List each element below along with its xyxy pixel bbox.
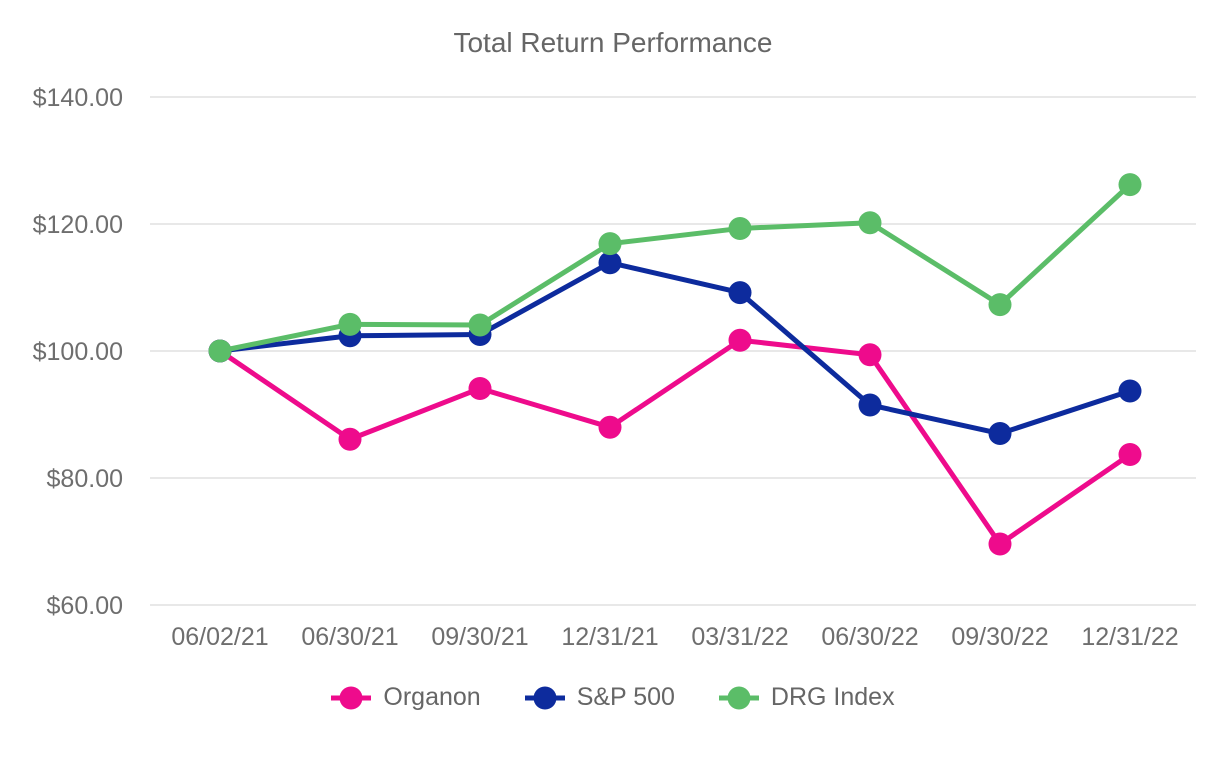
y-axis-tick-label: $120.00 [33, 211, 123, 239]
data-point-drg-index [598, 232, 622, 256]
data-point-drg-index [858, 211, 882, 235]
data-point-drg-index [988, 293, 1012, 317]
y-axis-tick-label: $60.00 [47, 592, 123, 620]
legend-marker-icon [331, 686, 372, 709]
legend-marker-icon [524, 686, 565, 709]
y-axis-tick-label: $100.00 [33, 338, 123, 366]
chart-legend: Organon S&P 500 DRG Index [0, 683, 1226, 712]
x-axis-tick-label: 06/02/21 [171, 623, 268, 651]
y-axis-tick-label: $140.00 [33, 84, 123, 112]
data-point-drg-index [338, 312, 362, 336]
data-point-drg-index [1118, 173, 1142, 197]
data-point-organon [728, 328, 752, 352]
x-axis-tick-label: 12/31/21 [561, 623, 658, 651]
data-point-organon [988, 532, 1012, 556]
x-axis-tick-label: 09/30/22 [951, 623, 1048, 651]
data-point-s-p-500 [858, 393, 882, 417]
data-point-s-p-500 [988, 422, 1012, 446]
data-point-drg-index [468, 313, 492, 337]
x-axis-tick-label: 06/30/21 [301, 623, 398, 651]
data-point-organon [598, 415, 622, 439]
legend-marker-icon [718, 686, 759, 709]
legend-label-drg-index: DRG Index [770, 683, 895, 711]
legend-item-s-p-500: S&P 500 [524, 683, 675, 712]
data-point-drg-index [728, 216, 752, 240]
legend-label-organon: Organon [383, 683, 481, 711]
data-point-s-p-500 [598, 251, 622, 275]
x-axis-tick-label: 12/31/22 [1081, 623, 1178, 651]
x-axis-tick-label: 09/30/21 [431, 623, 528, 651]
legend-item-drg-index: DRG Index [718, 683, 895, 712]
data-point-organon [468, 376, 492, 400]
x-axis-tick-label: 06/30/22 [821, 623, 918, 651]
data-point-s-p-500 [728, 281, 752, 305]
legend-label-s-p-500: S&P 500 [576, 683, 675, 711]
data-point-organon [1118, 443, 1142, 467]
legend-item-organon: Organon [331, 683, 481, 712]
data-point-drg-index [208, 339, 232, 363]
data-point-s-p-500 [1118, 379, 1142, 403]
x-axis-tick-label: 03/31/22 [691, 623, 788, 651]
series-line-drg-index [217, 182, 1133, 354]
series-line-s-p-500 [217, 260, 1133, 437]
y-axis-tick-label: $80.00 [47, 465, 123, 493]
series-line-organon [217, 337, 1133, 547]
data-point-organon [858, 343, 882, 367]
chart-title: Total Return Performance [453, 27, 773, 58]
data-point-organon [338, 427, 362, 451]
